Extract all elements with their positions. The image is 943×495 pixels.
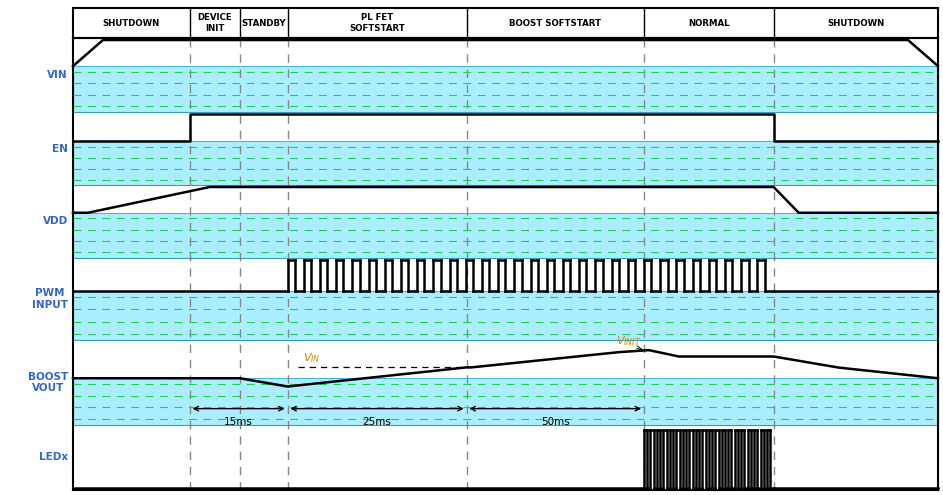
Text: LEDx: LEDx <box>39 452 68 462</box>
Text: 15ms: 15ms <box>224 417 253 427</box>
Text: $V_{INIT}$: $V_{INIT}$ <box>617 334 641 348</box>
Text: NORMAL: NORMAL <box>688 18 730 28</box>
Text: STANDBY: STANDBY <box>241 18 286 28</box>
Bar <box>73 291 938 340</box>
Bar <box>73 66 938 112</box>
Text: VDD: VDD <box>42 216 68 227</box>
Text: SHUTDOWN: SHUTDOWN <box>827 18 885 28</box>
Bar <box>73 378 938 425</box>
Text: $V_{IN}$: $V_{IN}$ <box>303 351 320 365</box>
Bar <box>73 213 938 258</box>
Text: PWM
INPUT: PWM INPUT <box>32 288 68 310</box>
Text: EN: EN <box>52 144 68 153</box>
Text: PL FET
SOFTSTART: PL FET SOFTSTART <box>349 13 405 33</box>
Text: BOOST SOFTSTART: BOOST SOFTSTART <box>509 18 602 28</box>
Text: 25ms: 25ms <box>363 417 391 427</box>
Bar <box>73 141 938 185</box>
Text: DEVICE
INIT: DEVICE INIT <box>197 13 232 33</box>
Text: 50ms: 50ms <box>541 417 570 427</box>
Text: VIN: VIN <box>47 70 68 80</box>
Text: BOOST
VOUT: BOOST VOUT <box>27 372 68 394</box>
Text: SHUTDOWN: SHUTDOWN <box>103 18 160 28</box>
